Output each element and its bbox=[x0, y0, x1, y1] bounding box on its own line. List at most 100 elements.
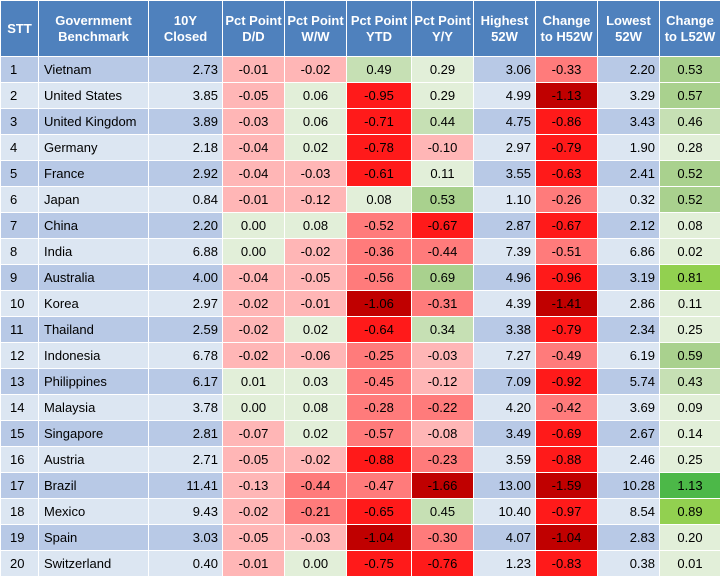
cell-change-h52w: -1.59 bbox=[536, 473, 598, 499]
cell-change-l52w: 0.02 bbox=[660, 239, 720, 265]
cell-lowest-52w: 6.86 bbox=[598, 239, 660, 265]
cell-highest-52w: 4.75 bbox=[474, 109, 536, 135]
cell-change-l52w: 0.09 bbox=[660, 395, 720, 421]
col-header-lowest-52w: Lowest 52W bbox=[598, 1, 660, 57]
cell-pct-ytd: -0.56 bbox=[347, 265, 412, 291]
cell-highest-52w: 4.39 bbox=[474, 291, 536, 317]
cell-pct-ww: -0.21 bbox=[285, 499, 347, 525]
cell-10y-closed: 0.84 bbox=[149, 187, 223, 213]
cell-pct-ytd: -0.52 bbox=[347, 213, 412, 239]
cell-pct-ww: 0.02 bbox=[285, 421, 347, 447]
cell-stt: 15 bbox=[1, 421, 39, 447]
cell-pct-dd: 0.00 bbox=[223, 239, 285, 265]
cell-pct-ytd: -0.78 bbox=[347, 135, 412, 161]
cell-change-l52w: 0.59 bbox=[660, 343, 720, 369]
cell-country: Switzerland bbox=[39, 551, 149, 577]
cell-lowest-52w: 8.54 bbox=[598, 499, 660, 525]
cell-change-h52w: -0.79 bbox=[536, 317, 598, 343]
cell-lowest-52w: 2.20 bbox=[598, 57, 660, 83]
cell-change-h52w: -1.13 bbox=[536, 83, 598, 109]
cell-country: Germany bbox=[39, 135, 149, 161]
cell-highest-52w: 1.10 bbox=[474, 187, 536, 213]
cell-10y-closed: 6.17 bbox=[149, 369, 223, 395]
cell-stt: 8 bbox=[1, 239, 39, 265]
cell-pct-yy: -0.03 bbox=[412, 343, 474, 369]
cell-change-h52w: -0.26 bbox=[536, 187, 598, 213]
cell-pct-yy: -1.66 bbox=[412, 473, 474, 499]
cell-lowest-52w: 5.74 bbox=[598, 369, 660, 395]
cell-pct-ww: -0.01 bbox=[285, 291, 347, 317]
cell-pct-yy: -0.44 bbox=[412, 239, 474, 265]
col-header-change-h52w: Change to H52W bbox=[536, 1, 598, 57]
cell-10y-closed: 2.20 bbox=[149, 213, 223, 239]
cell-pct-ytd: -1.04 bbox=[347, 525, 412, 551]
cell-10y-closed: 2.59 bbox=[149, 317, 223, 343]
cell-pct-dd: -0.02 bbox=[223, 343, 285, 369]
cell-pct-yy: 0.53 bbox=[412, 187, 474, 213]
cell-change-h52w: -0.96 bbox=[536, 265, 598, 291]
cell-highest-52w: 2.97 bbox=[474, 135, 536, 161]
cell-country: United Kingdom bbox=[39, 109, 149, 135]
cell-pct-ytd: -0.57 bbox=[347, 421, 412, 447]
cell-country: Vietnam bbox=[39, 57, 149, 83]
cell-lowest-52w: 6.19 bbox=[598, 343, 660, 369]
cell-country: Mexico bbox=[39, 499, 149, 525]
cell-pct-dd: -0.02 bbox=[223, 317, 285, 343]
cell-lowest-52w: 2.12 bbox=[598, 213, 660, 239]
cell-stt: 5 bbox=[1, 161, 39, 187]
cell-highest-52w: 3.55 bbox=[474, 161, 536, 187]
cell-pct-ww: 0.08 bbox=[285, 395, 347, 421]
cell-pct-yy: -0.10 bbox=[412, 135, 474, 161]
cell-pct-yy: 0.44 bbox=[412, 109, 474, 135]
cell-pct-yy: -0.08 bbox=[412, 421, 474, 447]
cell-lowest-52w: 1.90 bbox=[598, 135, 660, 161]
cell-change-h52w: -0.63 bbox=[536, 161, 598, 187]
cell-pct-dd: -0.04 bbox=[223, 265, 285, 291]
cell-stt: 1 bbox=[1, 57, 39, 83]
cell-lowest-52w: 2.46 bbox=[598, 447, 660, 473]
cell-pct-dd: 0.00 bbox=[223, 395, 285, 421]
cell-pct-dd: -0.05 bbox=[223, 83, 285, 109]
cell-pct-ww: -0.02 bbox=[285, 447, 347, 473]
cell-stt: 9 bbox=[1, 265, 39, 291]
cell-pct-yy: 0.45 bbox=[412, 499, 474, 525]
cell-10y-closed: 4.00 bbox=[149, 265, 223, 291]
cell-lowest-52w: 3.29 bbox=[598, 83, 660, 109]
cell-country: Japan bbox=[39, 187, 149, 213]
cell-pct-ww: -0.05 bbox=[285, 265, 347, 291]
cell-pct-ww: 0.00 bbox=[285, 551, 347, 577]
cell-highest-52w: 4.96 bbox=[474, 265, 536, 291]
cell-change-l52w: 0.01 bbox=[660, 551, 720, 577]
cell-pct-dd: -0.13 bbox=[223, 473, 285, 499]
cell-10y-closed: 3.85 bbox=[149, 83, 223, 109]
cell-pct-ytd: -0.88 bbox=[347, 447, 412, 473]
cell-highest-52w: 7.27 bbox=[474, 343, 536, 369]
cell-highest-52w: 3.06 bbox=[474, 57, 536, 83]
col-header-stt: STT bbox=[1, 1, 39, 57]
cell-highest-52w: 2.87 bbox=[474, 213, 536, 239]
cell-highest-52w: 3.38 bbox=[474, 317, 536, 343]
cell-pct-dd: -0.02 bbox=[223, 499, 285, 525]
cell-change-h52w: -0.51 bbox=[536, 239, 598, 265]
cell-pct-ww: -0.06 bbox=[285, 343, 347, 369]
cell-pct-dd: -0.04 bbox=[223, 161, 285, 187]
cell-pct-dd: -0.01 bbox=[223, 551, 285, 577]
cell-lowest-52w: 2.83 bbox=[598, 525, 660, 551]
cell-pct-ytd: 0.08 bbox=[347, 187, 412, 213]
cell-change-h52w: -0.69 bbox=[536, 421, 598, 447]
cell-change-h52w: -0.88 bbox=[536, 447, 598, 473]
cell-change-h52w: -0.92 bbox=[536, 369, 598, 395]
cell-change-l52w: 0.53 bbox=[660, 57, 720, 83]
col-header-benchmark: Government Benchmark bbox=[39, 1, 149, 57]
cell-pct-ww: -0.02 bbox=[285, 239, 347, 265]
cell-pct-yy: -0.23 bbox=[412, 447, 474, 473]
